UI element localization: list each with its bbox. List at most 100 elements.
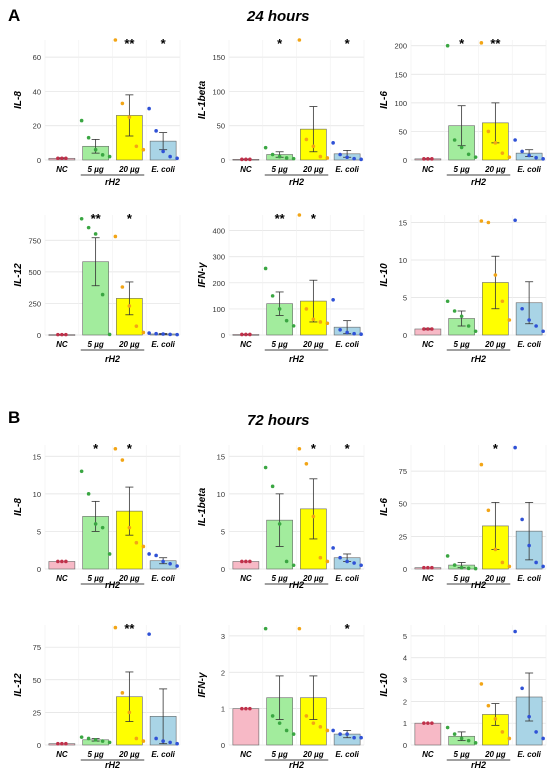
data-point xyxy=(331,546,335,550)
data-point xyxy=(60,741,64,746)
data-point xyxy=(161,149,165,154)
data-point xyxy=(175,564,179,568)
data-point xyxy=(64,559,68,564)
data-point xyxy=(248,157,252,162)
x-tick-label: 20 µg xyxy=(484,165,506,174)
x-tick-label: 5 µg xyxy=(88,165,104,174)
data-point xyxy=(93,522,98,526)
x-tick-label: 20 µg xyxy=(484,574,506,583)
data-point xyxy=(318,154,323,159)
data-point xyxy=(263,465,268,470)
y-tick-label: 5 xyxy=(37,527,41,536)
group-label: rH2 xyxy=(471,177,486,187)
data-point xyxy=(120,691,125,695)
y-tick-label: 0 xyxy=(221,331,225,340)
data-point xyxy=(141,330,146,335)
group-label: rH2 xyxy=(471,760,486,770)
data-point xyxy=(277,154,282,159)
data-point xyxy=(244,559,248,564)
data-point xyxy=(338,152,342,157)
group-label: rH2 xyxy=(105,354,120,364)
y-tick-label: 1 xyxy=(403,719,407,728)
data-point xyxy=(127,525,132,530)
x-tick-label: NC xyxy=(240,750,252,759)
data-point xyxy=(291,156,296,161)
data-point xyxy=(426,721,430,725)
data-point xyxy=(244,157,248,162)
data-point xyxy=(263,145,268,150)
data-point xyxy=(473,741,478,745)
data-point xyxy=(270,294,275,298)
x-tick-label: NC xyxy=(422,340,434,349)
y-tick-label: 10 xyxy=(33,490,41,499)
bar xyxy=(482,714,509,746)
data-point xyxy=(486,508,491,513)
y-tick-label: 5 xyxy=(403,294,407,303)
y-tick-label: 25 xyxy=(399,532,407,541)
significance-mark: * xyxy=(127,441,133,456)
data-point xyxy=(359,157,363,162)
data-point xyxy=(127,304,132,308)
data-point xyxy=(284,318,289,323)
data-point xyxy=(445,299,450,304)
data-point xyxy=(359,735,363,740)
data-point xyxy=(473,329,478,334)
significance-mark: * xyxy=(345,441,351,456)
data-point xyxy=(422,157,426,161)
y-tick-label: 50 xyxy=(33,676,41,685)
x-tick-label: E. coli xyxy=(335,340,359,349)
y-axis-label: IL-1beta xyxy=(197,487,208,526)
y-tick-label: 100 xyxy=(212,87,225,96)
data-point xyxy=(534,730,538,734)
y-axis-label: IL-1beta xyxy=(197,80,208,119)
data-point xyxy=(270,484,275,489)
data-point xyxy=(452,309,457,313)
significance-mark: * xyxy=(311,211,317,226)
data-point xyxy=(459,736,464,741)
data-point xyxy=(60,332,64,337)
data-point xyxy=(507,155,512,159)
data-point xyxy=(445,725,450,730)
data-point xyxy=(500,299,505,304)
data-point xyxy=(325,321,330,326)
panel-a-letter: A xyxy=(8,6,21,25)
data-point xyxy=(486,703,491,708)
data-point xyxy=(248,706,252,711)
x-tick-label: 5 µg xyxy=(272,165,288,174)
data-point xyxy=(304,307,309,311)
data-point xyxy=(60,156,64,161)
y-tick-label: 0 xyxy=(37,331,41,340)
data-point xyxy=(86,492,91,496)
data-point xyxy=(486,220,491,225)
data-point xyxy=(56,156,60,161)
y-tick-label: 4 xyxy=(403,654,407,663)
y-tick-label: 40 xyxy=(33,87,41,96)
x-tick-label: 5 µg xyxy=(454,574,470,583)
data-point xyxy=(459,565,464,570)
y-tick-label: 25 xyxy=(33,708,41,717)
data-point xyxy=(520,686,524,691)
y-tick-label: 150 xyxy=(394,70,407,79)
data-point xyxy=(240,332,244,337)
group-label: rH2 xyxy=(105,580,120,590)
data-point xyxy=(161,739,165,743)
data-point xyxy=(318,320,323,324)
data-point xyxy=(79,469,84,474)
group-label: rH2 xyxy=(105,177,120,187)
x-tick-label: 20 µg xyxy=(484,750,506,759)
data-point xyxy=(445,43,450,48)
data-point xyxy=(56,332,60,337)
y-tick-label: 15 xyxy=(33,452,41,461)
x-tick-label: E. coli xyxy=(517,165,541,174)
data-point xyxy=(426,157,430,161)
data-point xyxy=(60,559,64,564)
data-point xyxy=(141,147,146,152)
x-tick-label: NC xyxy=(422,750,434,759)
data-point xyxy=(147,106,151,111)
data-point xyxy=(338,732,342,736)
x-tick-label: 5 µg xyxy=(272,340,288,349)
group-label: rH2 xyxy=(471,354,486,364)
data-point xyxy=(422,565,426,570)
x-tick-label: E. coli xyxy=(151,340,175,349)
